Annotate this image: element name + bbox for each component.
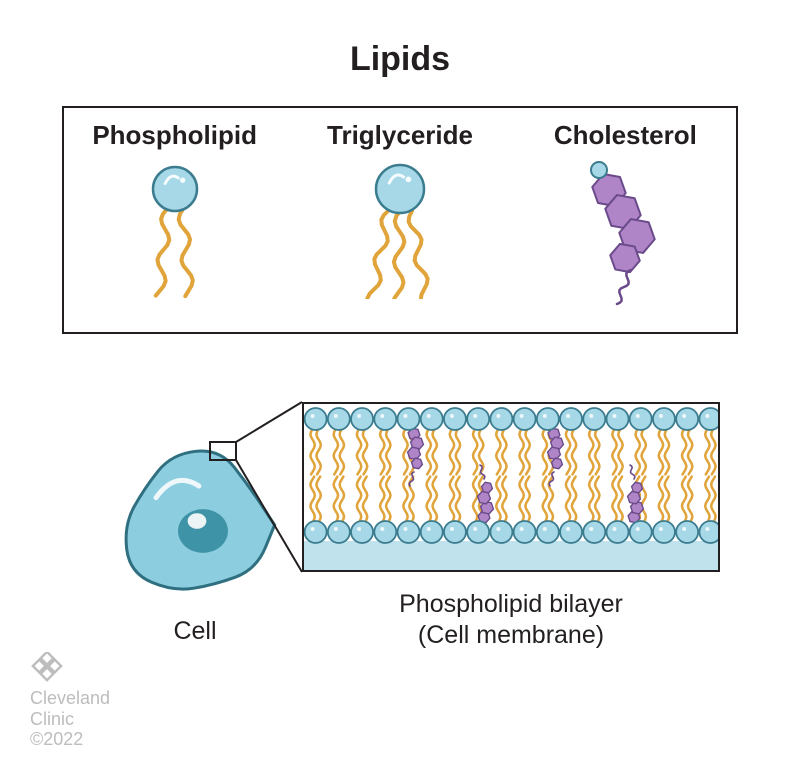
- caption-cell: Cell: [135, 617, 255, 646]
- cleveland-clinic-logo-icon: [30, 652, 66, 688]
- bilayer-panel: [302, 402, 720, 572]
- cholesterol-icon: [555, 154, 695, 314]
- watermark-line2: Clinic: [30, 709, 110, 730]
- phospholipid-icon: [105, 161, 245, 301]
- watermark-line1: Cleveland: [30, 688, 110, 709]
- heading-triglyceride: Triglyceride: [290, 120, 510, 151]
- diagram-canvas: Lipids Phospholipid Triglyceride Cholest…: [0, 0, 800, 778]
- caption-bilayer-line1: Phospholipid bilayer: [302, 590, 720, 619]
- cell-illustration: [85, 415, 305, 635]
- heading-cholesterol: Cholesterol: [515, 120, 735, 151]
- watermark-line3: ©2022: [30, 729, 110, 750]
- bilayer-illustration: [304, 404, 720, 572]
- heading-phospholipid: Phospholipid: [65, 120, 285, 151]
- caption-bilayer-line2: (Cell membrane): [302, 621, 720, 650]
- triglyceride-icon: [320, 159, 480, 299]
- watermark: Cleveland Clinic ©2022: [30, 652, 110, 750]
- main-title: Lipids: [0, 40, 800, 79]
